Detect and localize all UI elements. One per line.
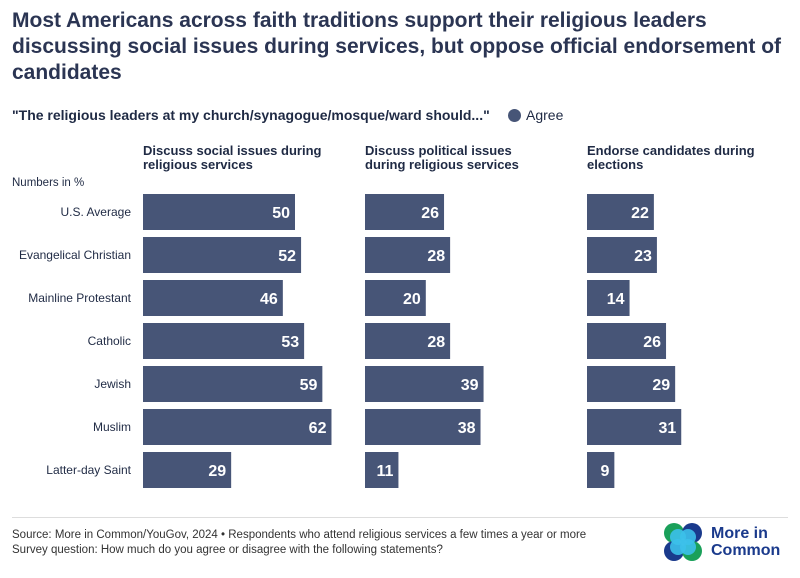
bar <box>365 323 451 359</box>
bar <box>365 366 484 402</box>
data-label: 29 <box>652 377 670 394</box>
bar <box>365 237 451 273</box>
bar <box>143 237 302 273</box>
data-label: 28 <box>427 248 445 265</box>
column-header: Discuss social issues during religious se… <box>143 143 322 172</box>
data-label: 52 <box>278 248 296 265</box>
bar <box>587 194 654 230</box>
units-note: Numbers in % <box>12 177 84 189</box>
chart-title: Most Americans across faith traditions s… <box>12 9 782 84</box>
category-label: Latter-day Saint <box>46 463 131 477</box>
data-label: 53 <box>281 334 299 351</box>
data-label: 14 <box>607 291 625 308</box>
logo-line1: More in <box>711 525 768 542</box>
source-note: Source: More in Common/YouGov, 2024 • Re… <box>12 529 587 541</box>
legend-swatch <box>508 108 521 122</box>
bar <box>143 366 323 402</box>
category-label: Mainline Protestant <box>28 291 131 305</box>
data-label: 26 <box>643 334 661 351</box>
data-label: 23 <box>634 248 652 265</box>
legend: Agree <box>508 107 563 123</box>
column-header: Discuss political issues during religious… <box>365 143 519 172</box>
bar <box>143 409 332 445</box>
data-label: 29 <box>208 463 226 480</box>
data-label: 46 <box>260 291 278 308</box>
column-header: Endorse candidates during elections <box>587 143 755 172</box>
logo: More in Common <box>663 522 780 562</box>
bar <box>365 280 426 316</box>
category-label: Jewish <box>94 377 131 391</box>
data-label: 38 <box>458 420 476 437</box>
legend-label: Agree <box>526 107 564 123</box>
bar <box>587 366 676 402</box>
bar <box>587 323 667 359</box>
data-label: 22 <box>631 205 649 222</box>
bar <box>587 409 682 445</box>
bar <box>143 280 283 316</box>
category-label: Catholic <box>88 334 131 348</box>
data-label: 39 <box>461 377 479 394</box>
data-label: 26 <box>421 205 439 222</box>
chart-subtitle: "The religious leaders at my church/syna… <box>12 107 490 123</box>
bar <box>365 452 399 488</box>
data-label: 20 <box>403 291 421 308</box>
data-label: 59 <box>300 377 318 394</box>
data-label: 11 <box>377 463 394 480</box>
bar <box>587 452 615 488</box>
data-label: 50 <box>272 205 290 222</box>
bar <box>587 280 630 316</box>
data-label: 62 <box>309 420 327 437</box>
survey-question: Survey question: How much do you agree o… <box>12 544 443 556</box>
logo-icon <box>664 523 702 561</box>
bar <box>143 323 305 359</box>
bar <box>587 237 657 273</box>
bar <box>365 194 445 230</box>
data-label: 9 <box>600 463 609 480</box>
category-label: Muslim <box>93 420 131 434</box>
logo-line2: Common <box>711 542 781 559</box>
data-label: 28 <box>427 334 445 351</box>
bar <box>365 409 481 445</box>
category-label: U.S. Average <box>61 205 132 219</box>
bar <box>143 194 295 230</box>
category-label: Evangelical Christian <box>19 248 131 262</box>
bar <box>143 452 232 488</box>
divider <box>12 517 788 518</box>
data-label: 31 <box>658 420 676 437</box>
chart-svg: Numbers in % Discuss social issues during… <box>12 143 755 488</box>
footer: Source: More in Common/YouGov, 2024 • Re… <box>12 528 586 558</box>
